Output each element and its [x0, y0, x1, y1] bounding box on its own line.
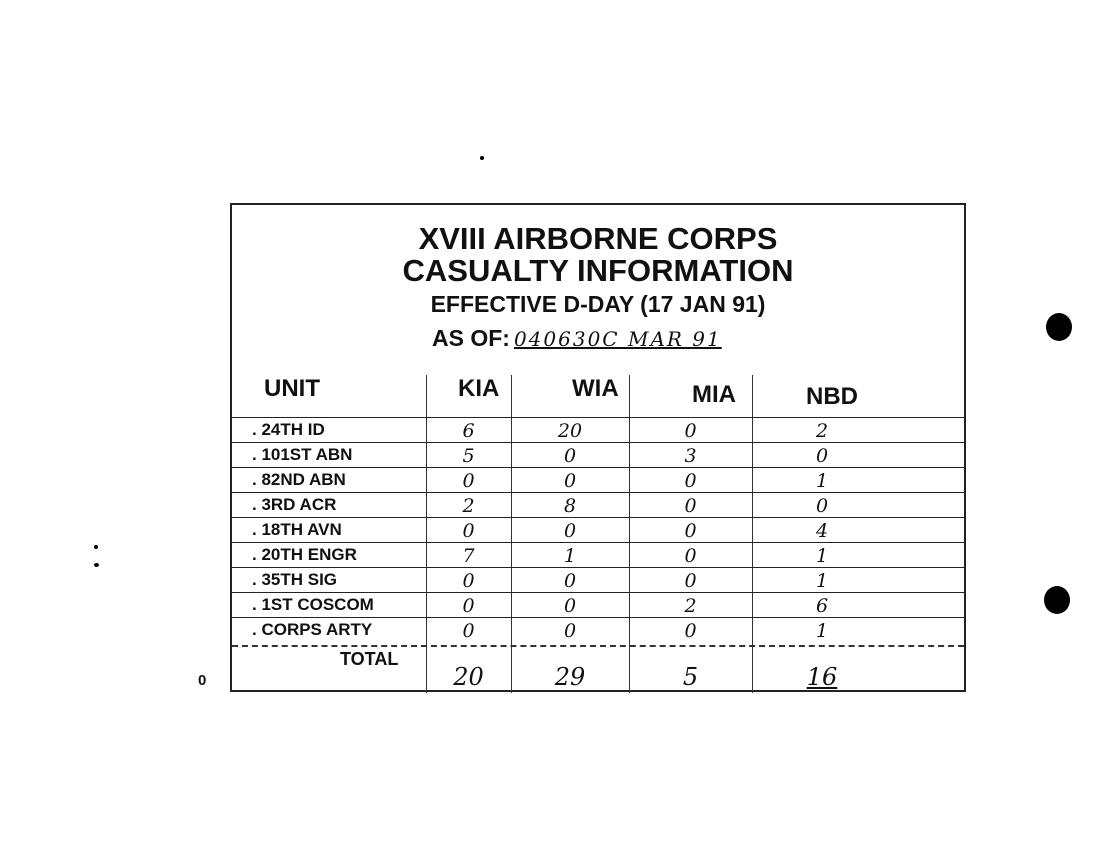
unit-name: . 1ST COSCOM — [252, 595, 374, 614]
table-row: . 101ST ABN 5 0 3 0 — [232, 442, 964, 467]
wia-value: 0 — [563, 445, 577, 467]
header-kia: KIA — [458, 375, 500, 402]
wia-value: 0 — [563, 470, 577, 492]
mia-value: 0 — [684, 420, 697, 442]
table-row: . 3RD ACR 2 8 0 0 — [232, 492, 964, 517]
unit-name: . 20TH ENGR — [252, 545, 357, 564]
mia-value: 0 — [684, 620, 697, 642]
as-of-line: AS OF: 040630C MAR 91 — [432, 325, 722, 352]
wia-value: 0 — [563, 620, 577, 642]
total-nbd: 16 — [806, 663, 838, 691]
unit-name: . 82ND ABN — [252, 470, 346, 489]
nbd-value: 0 — [815, 445, 829, 467]
unit-name: . 18TH AVN — [252, 520, 342, 539]
total-mia: 5 — [682, 663, 699, 691]
nbd-value: 2 — [815, 420, 829, 442]
mia-value: 2 — [684, 595, 697, 617]
table-row: . 20TH ENGR 7 1 0 1 — [232, 542, 964, 567]
total-row: TOTAL 20 29 5 16 — [232, 645, 964, 695]
mia-value: 0 — [684, 570, 697, 592]
header-mia: MIA — [692, 381, 736, 408]
table-row: . 82ND ABN 0 0 0 1 — [232, 467, 964, 492]
total-kia: 20 — [453, 663, 484, 691]
kia-value: 7 — [462, 545, 475, 567]
unit-name: . 101ST ABN — [252, 445, 353, 464]
nbd-value: 4 — [815, 520, 829, 542]
header-wia: WIA — [572, 375, 619, 402]
kia-value: 5 — [462, 445, 475, 467]
kia-value: 2 — [462, 495, 475, 517]
header-nbd: NBD — [806, 383, 858, 410]
nbd-value: 6 — [815, 595, 829, 617]
wia-value: 8 — [563, 495, 577, 517]
wia-value: 20 — [557, 420, 583, 442]
table-row: . 1ST COSCOM 0 0 2 6 — [232, 592, 964, 617]
nbd-value: 1 — [815, 545, 829, 567]
mia-value: 3 — [684, 445, 697, 467]
table-row: . 24TH ID 6 20 0 2 — [232, 417, 964, 442]
nbd-value: 1 — [815, 620, 829, 642]
punch-hole-mark — [1046, 313, 1072, 341]
table-row: . CORPS ARTY 0 0 0 1 — [232, 617, 964, 642]
speck — [94, 563, 99, 567]
total-wia: 29 — [554, 663, 586, 691]
header-unit: UNIT — [264, 375, 320, 402]
punch-hole-mark — [1044, 586, 1070, 614]
nbd-value: 1 — [815, 570, 829, 592]
total-label: TOTAL — [340, 649, 399, 669]
mia-value: 0 — [684, 545, 697, 567]
nbd-value: 0 — [815, 495, 829, 517]
table-row: . 35TH SIG 0 0 0 1 — [232, 567, 964, 592]
column-divider — [629, 375, 630, 693]
casualty-table: XVIII AIRBORNE CORPS CASUALTY INFORMATIO… — [230, 203, 966, 695]
nbd-value: 1 — [815, 470, 829, 492]
wia-value: 0 — [563, 595, 577, 617]
kia-value: 0 — [462, 570, 475, 592]
title-line-1: XVIII AIRBORNE CORPS — [418, 221, 778, 256]
as-of-value: 040630C MAR 91 — [513, 327, 722, 351]
wia-value: 0 — [563, 570, 577, 592]
margin-mark: 0 — [198, 672, 207, 689]
kia-value: 0 — [462, 595, 475, 617]
kia-value: 0 — [462, 620, 475, 642]
column-divider — [752, 375, 753, 693]
mia-value: 0 — [684, 470, 697, 492]
mia-value: 0 — [684, 495, 697, 517]
kia-value: 6 — [462, 420, 475, 442]
kia-value: 0 — [462, 520, 475, 542]
unit-name: . 3RD ACR — [252, 495, 337, 514]
wia-value: 1 — [563, 545, 577, 567]
unit-name: . 24TH ID — [252, 420, 325, 439]
speck — [94, 545, 98, 549]
kia-value: 0 — [462, 470, 475, 492]
speck — [480, 156, 484, 160]
wia-value: 0 — [563, 520, 577, 542]
column-divider — [511, 375, 512, 693]
unit-name: . 35TH SIG — [252, 570, 338, 589]
table-row: . 18TH AVN 0 0 0 4 — [232, 517, 964, 542]
column-divider — [426, 375, 427, 693]
mia-value: 0 — [684, 520, 697, 542]
title-line-2: CASUALTY INFORMATION — [402, 253, 794, 288]
title-line-3: EFFECTIVE D-DAY (17 JAN 91) — [430, 291, 766, 317]
unit-name: . CORPS ARTY — [252, 620, 373, 639]
as-of-label: AS OF: — [432, 325, 510, 351]
